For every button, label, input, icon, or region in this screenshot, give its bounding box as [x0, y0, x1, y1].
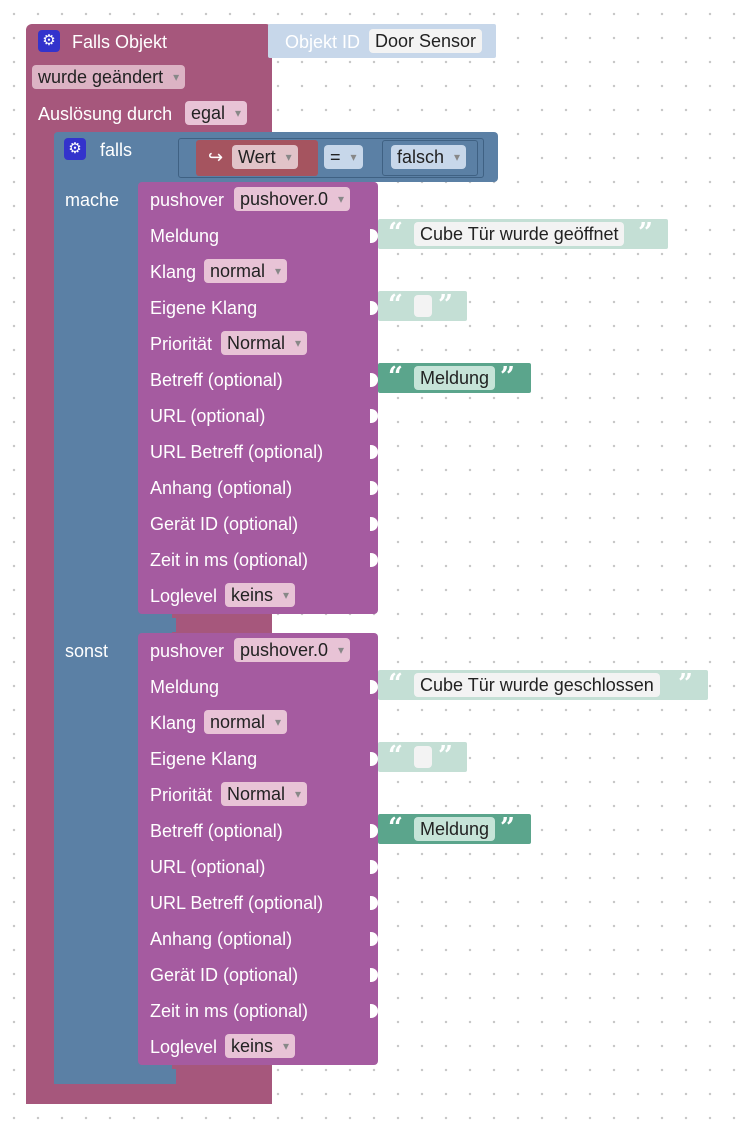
sound-dropdown[interactable]: normal: [204, 259, 288, 283]
sound-label: Klang: [150, 713, 197, 733]
subject-text-block[interactable]: “ Meldung ”: [378, 363, 531, 393]
object-id-label: Objekt ID: [285, 32, 361, 52]
subject-label: Betreff (optional): [150, 370, 283, 390]
message-label: Meldung: [150, 677, 220, 697]
input-notch: [370, 445, 378, 459]
subject-text-block[interactable]: “ Meldung ”: [378, 814, 531, 844]
open-quote-icon: “: [388, 362, 403, 392]
subject-label: Betreff (optional): [150, 821, 283, 841]
pushover-block[interactable]: [138, 182, 378, 614]
variable-dropdown[interactable]: Wert: [232, 145, 298, 169]
trigger-block-foot: [26, 1090, 272, 1104]
loglevel-dropdown[interactable]: keins: [225, 583, 296, 607]
subject-text[interactable]: Meldung: [414, 366, 496, 390]
close-quote-icon: ”: [438, 290, 453, 320]
pushover-label: pushover: [150, 641, 225, 661]
input-notch: [370, 968, 378, 982]
else-label: sonst: [65, 641, 109, 661]
close-quote-icon: ”: [438, 741, 453, 771]
close-quote-icon: ”: [500, 362, 515, 392]
time-label: Zeit in ms (optional): [150, 550, 309, 570]
priority-dropdown[interactable]: Normal: [221, 331, 308, 355]
loglevel-label: Loglevel: [150, 1037, 218, 1057]
sound-label: Klang: [150, 262, 197, 282]
custom-sound-label: Eigene Klang: [150, 298, 258, 318]
open-quote-icon: “: [388, 813, 403, 843]
do-foot: [136, 618, 176, 632]
priority-dropdown[interactable]: Normal: [221, 782, 308, 806]
gear-icon[interactable]: ⚙: [64, 138, 86, 160]
loglevel-label: Loglevel: [150, 586, 218, 606]
message-label: Meldung: [150, 226, 220, 246]
pushover-label: pushover: [150, 190, 225, 210]
open-quote-icon: “: [388, 218, 403, 248]
custom-sound-field[interactable]: [414, 295, 432, 317]
input-notch: [370, 301, 378, 315]
input-notch: [370, 932, 378, 946]
sound-dropdown[interactable]: normal: [204, 710, 288, 734]
open-quote-icon: “: [388, 290, 403, 320]
boolean-dropdown[interactable]: falsch: [391, 145, 467, 169]
priority-label: Priorität: [150, 334, 213, 354]
open-quote-icon: “: [388, 741, 403, 771]
if-label: falls: [100, 140, 133, 160]
object-id-value[interactable]: Door Sensor: [369, 29, 483, 53]
close-quote-icon: ”: [500, 813, 515, 843]
do-label: mache: [65, 190, 120, 210]
custom-sound-field[interactable]: [414, 746, 432, 768]
pushover-block[interactable]: [138, 633, 378, 1065]
loglevel-dropdown[interactable]: keins: [225, 1034, 296, 1058]
if-else-foot: [54, 1069, 176, 1084]
url-label: URL (optional): [150, 406, 266, 426]
trigger-by-label: Auslösung durch: [38, 104, 173, 124]
input-notch: [370, 824, 378, 838]
input-notch: [370, 229, 378, 243]
return-arrow-icon: ↪: [208, 147, 224, 167]
attachment-label: Anhang (optional): [150, 478, 293, 498]
gear-icon[interactable]: ⚙: [38, 30, 60, 52]
trigger-title: Falls Objekt: [72, 32, 168, 52]
close-quote-icon: ”: [678, 669, 693, 699]
time-label: Zeit in ms (optional): [150, 1001, 309, 1021]
message-text-block[interactable]: “ Cube Tür wurde geschlossen ”: [378, 670, 708, 700]
input-notch: [370, 752, 378, 766]
url-label: URL (optional): [150, 857, 266, 877]
custom-sound-label: Eigene Klang: [150, 749, 258, 769]
input-notch: [370, 481, 378, 495]
pushover-instance-dropdown[interactable]: pushover.0: [234, 638, 351, 662]
device-label: Gerät ID (optional): [150, 514, 299, 534]
attachment-label: Anhang (optional): [150, 929, 293, 949]
input-notch: [370, 896, 378, 910]
url-title-label: URL Betreff (optional): [150, 893, 324, 913]
close-quote-icon: ”: [638, 218, 653, 248]
input-notch: [370, 553, 378, 567]
input-notch: [370, 373, 378, 387]
pushover-instance-dropdown[interactable]: pushover.0: [234, 187, 351, 211]
subject-text[interactable]: Meldung: [414, 817, 496, 841]
priority-label: Priorität: [150, 785, 213, 805]
event-dropdown[interactable]: wurde geändert: [32, 65, 186, 89]
message-text-block[interactable]: “ Cube Tür wurde geöffnet ”: [378, 219, 668, 249]
open-quote-icon: “: [388, 669, 403, 699]
message-text[interactable]: Cube Tür wurde geschlossen: [414, 673, 660, 697]
message-text[interactable]: Cube Tür wurde geöffnet: [414, 222, 625, 246]
custom-sound-text-block[interactable]: “ ”: [378, 742, 467, 772]
custom-sound-text-block[interactable]: “ ”: [378, 291, 467, 321]
operator-dropdown[interactable]: =: [324, 145, 363, 169]
url-title-label: URL Betreff (optional): [150, 442, 324, 462]
input-notch: [370, 860, 378, 874]
input-notch: [370, 1004, 378, 1018]
device-label: Gerät ID (optional): [150, 965, 299, 985]
input-notch: [370, 517, 378, 531]
trigger-by-dropdown[interactable]: egal: [185, 101, 248, 125]
input-notch: [370, 409, 378, 423]
input-notch: [370, 680, 378, 694]
